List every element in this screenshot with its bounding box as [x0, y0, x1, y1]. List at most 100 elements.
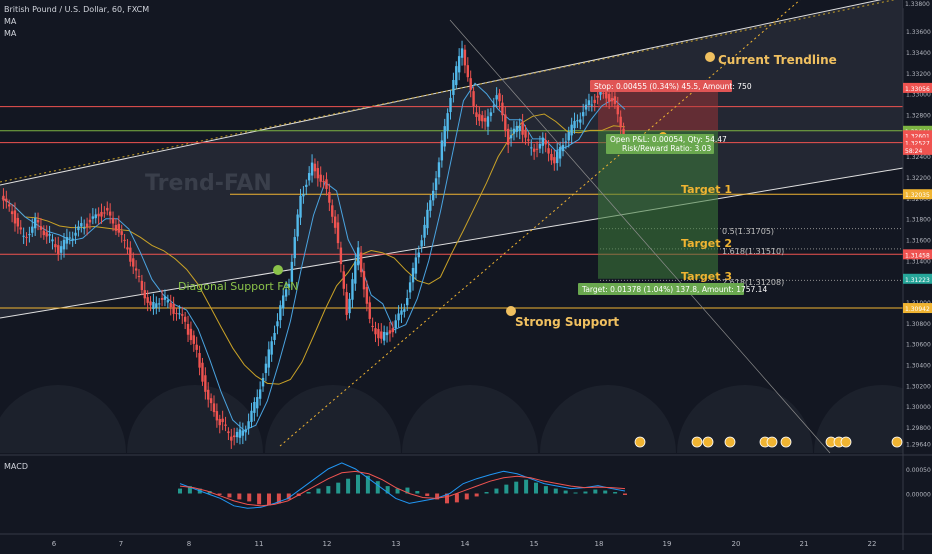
candle-body	[354, 261, 357, 284]
candle-body	[394, 320, 397, 329]
price-tick: 1.30000	[906, 404, 931, 411]
candle-body	[83, 227, 86, 229]
price-tag	[903, 82, 932, 93]
target-box-text: Target: 0.01378 (1.04%) 137.8, Amount: 1…	[581, 285, 767, 294]
candle-body	[590, 104, 594, 106]
rr-text: Risk/Reward Ratio: 3.03	[622, 144, 711, 153]
macd-histogram-bar	[593, 489, 598, 494]
macd-histogram-bar	[306, 492, 311, 494]
candle-body	[466, 65, 470, 78]
strong-support-marker[interactable]	[506, 306, 516, 316]
candle-body	[504, 114, 507, 131]
candle-body	[157, 303, 161, 305]
price-tag	[903, 144, 932, 155]
candle-body	[388, 330, 392, 334]
candle-body	[106, 207, 109, 211]
candle-body	[276, 321, 279, 327]
candle-body	[365, 286, 369, 304]
projection-line	[449, 19, 831, 454]
event-icon[interactable]	[891, 436, 903, 448]
candle-body	[319, 174, 322, 182]
time-tick: 7	[119, 540, 123, 548]
candle-body	[556, 151, 559, 164]
candle-body	[100, 211, 103, 217]
trendline-marker[interactable]	[705, 52, 715, 62]
candle-body	[224, 424, 227, 426]
candle-body	[80, 223, 83, 227]
candle-body	[143, 290, 146, 299]
event-icon[interactable]	[840, 436, 852, 448]
candle-body	[172, 304, 175, 314]
macd-histogram-bar	[385, 486, 390, 494]
macd-histogram-bar	[415, 491, 420, 494]
event-icon[interactable]	[780, 436, 792, 448]
macd-histogram-bar	[356, 474, 360, 494]
cycle-arch	[677, 385, 813, 453]
macd-tick: 0.00000	[906, 492, 931, 499]
time-tick: 6	[52, 540, 57, 548]
candle-body	[452, 79, 455, 95]
candle-body	[19, 227, 22, 230]
candle-body	[475, 112, 478, 117]
candle-body	[305, 184, 308, 187]
candle-body	[449, 97, 452, 113]
candle-body	[247, 421, 250, 429]
event-icon[interactable]	[702, 436, 714, 448]
candle-body	[126, 247, 129, 250]
event-icon[interactable]	[691, 436, 703, 448]
price-tick: 1.32200	[906, 175, 931, 182]
macd-tick: 0.00050	[906, 467, 931, 474]
candle-body	[230, 436, 233, 441]
time-tick: 22	[868, 540, 877, 548]
candle-body	[244, 429, 247, 433]
candle-body	[380, 331, 383, 339]
candle-body	[411, 267, 415, 283]
candle-body	[117, 223, 121, 233]
diagonal-support-marker[interactable]	[273, 265, 283, 275]
price-tick: 1.30200	[906, 383, 931, 390]
candle-body	[483, 117, 487, 122]
candle-body	[103, 212, 106, 214]
cycle-arch	[127, 385, 263, 453]
candle-body	[506, 128, 510, 145]
candle-body	[426, 209, 429, 229]
candle-body	[558, 147, 562, 159]
candle-body	[605, 92, 608, 99]
macd-histogram-bar	[187, 486, 192, 494]
candle-body	[515, 125, 519, 132]
candle-body	[469, 78, 472, 90]
candle-body	[267, 349, 270, 368]
price-tick: 1.30400	[906, 362, 931, 369]
candle-body	[134, 268, 138, 271]
candle-body	[313, 163, 317, 172]
event-icon[interactable]	[766, 436, 778, 448]
candle-body	[273, 332, 276, 340]
indicator-ma-2: MA	[4, 29, 17, 38]
price-tag	[903, 189, 932, 200]
symbol-title: British Pound / U.S. Dollar, 60, FXCM	[4, 5, 149, 14]
macd-histogram-bar	[346, 478, 351, 494]
time-tick: 19	[663, 540, 672, 548]
candle-body	[492, 105, 495, 107]
target-box	[578, 283, 744, 295]
candle-body	[108, 211, 112, 216]
candle-body	[397, 313, 400, 321]
candle-body	[550, 154, 553, 161]
price-tick: 1.30600	[906, 342, 931, 349]
event-icon[interactable]	[634, 436, 646, 448]
macd-histogram-bar	[425, 493, 430, 496]
candle-body	[241, 430, 245, 436]
macd-histogram-bar	[573, 492, 578, 494]
candle-body	[22, 235, 25, 237]
price-tick: 1.31400	[906, 258, 931, 265]
candle-body	[302, 194, 305, 197]
price-tick: 1.31800	[906, 217, 931, 224]
candle-body	[13, 210, 17, 224]
candle-body	[287, 284, 291, 288]
candle-body	[602, 92, 605, 94]
candle-body	[120, 231, 123, 235]
macd-histogram-bar	[257, 493, 262, 505]
candle-body	[45, 232, 48, 237]
event-icon[interactable]	[724, 436, 736, 448]
